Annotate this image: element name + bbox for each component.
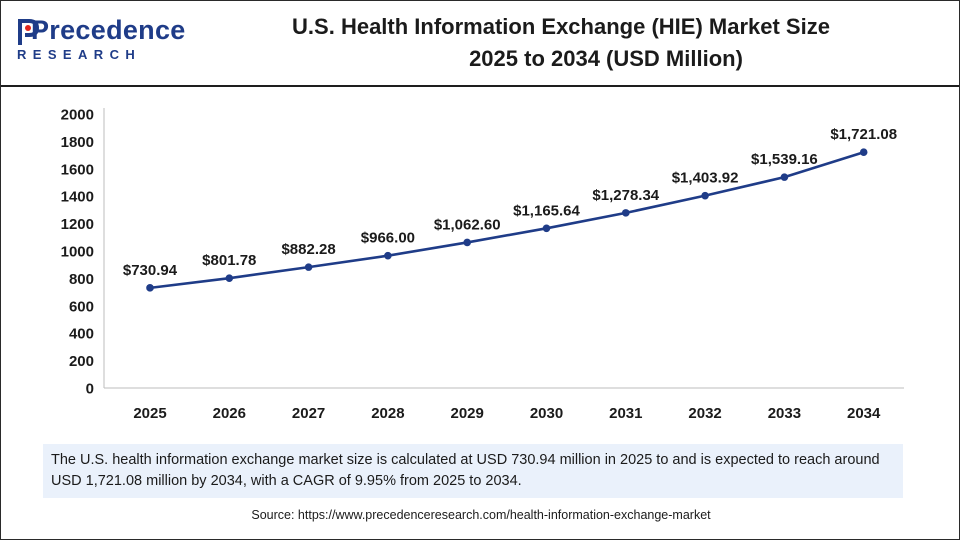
data-label: $1,062.60 — [434, 216, 501, 233]
data-label: $882.28 — [281, 241, 335, 258]
x-tick-label: 2028 — [371, 405, 404, 422]
data-label: $1,403.92 — [672, 170, 739, 187]
y-tick-label: 1800 — [61, 134, 94, 151]
x-tick-label: 2032 — [688, 405, 721, 422]
page-title: U.S. Health Information Exchange (HIE) M… — [201, 11, 921, 75]
data-label: $966.00 — [361, 230, 415, 247]
data-label: $1,165.64 — [513, 202, 580, 219]
data-point — [384, 251, 392, 260]
y-tick-label: 1200 — [61, 216, 94, 233]
brand-tagline: RESEARCH — [17, 47, 142, 62]
series-line — [149, 150, 865, 290]
line-chart: 0 200 400 600 800 1000 1200 1400 1600 1800 2000 202… — [61, 107, 904, 422]
data-label: $1,539.16 — [751, 151, 818, 168]
data-point — [146, 284, 154, 292]
x-tick-label: 2034 — [847, 405, 881, 422]
data-point — [622, 209, 630, 217]
y-tick-label: 1600 — [61, 161, 94, 178]
y-tick-label: 1400 — [61, 189, 94, 206]
data-label: $730.94 — [123, 262, 178, 279]
data-point — [780, 173, 789, 181]
x-tick-label: 2025 — [133, 405, 166, 422]
y-tick-label: 600 — [69, 298, 94, 315]
brand-logo: Precedence RESEARCH — [17, 15, 185, 71]
header: Precedence RESEARCH U.S. Health Informat… — [1, 1, 959, 87]
y-tick-label: 2000 — [61, 107, 94, 124]
y-tick-label: 0 — [86, 381, 94, 398]
x-tick-label: 2031 — [609, 405, 642, 422]
y-tick-label: 800 — [69, 271, 94, 288]
title-line-2: 2025 to 2034 (USD Million) — [469, 46, 743, 71]
data-point — [701, 191, 709, 200]
y-tick-label: 1000 — [61, 244, 94, 261]
data-point — [225, 274, 234, 282]
y-tick-label: 400 — [69, 326, 94, 343]
logo-mark-icon — [18, 19, 39, 45]
data-label: $1,278.34 — [592, 187, 659, 204]
data-label: $1,721.08 — [830, 126, 897, 143]
x-tick-label: 2033 — [768, 405, 801, 422]
data-point — [542, 224, 551, 233]
brand-name: Precedence — [31, 15, 186, 45]
summary-text: The U.S. health information exchange mar… — [51, 452, 880, 489]
data-point — [859, 148, 868, 157]
summary-note: The U.S. health information exchange mar… — [43, 444, 903, 498]
data-point — [463, 238, 472, 247]
title-line-1: U.S. Health Information Exchange (HIE) M… — [292, 14, 830, 39]
x-tick-label: 2029 — [451, 405, 484, 422]
y-tick-label: 200 — [69, 353, 94, 370]
source-caption: Source: https://www.precedenceresearch.c… — [251, 508, 711, 522]
data-label: $801.78 — [202, 252, 256, 269]
x-tick-label: 2030 — [530, 405, 563, 422]
data-point — [304, 263, 313, 271]
x-tick-label: 2026 — [213, 405, 246, 422]
x-tick-label: 2027 — [292, 405, 325, 422]
